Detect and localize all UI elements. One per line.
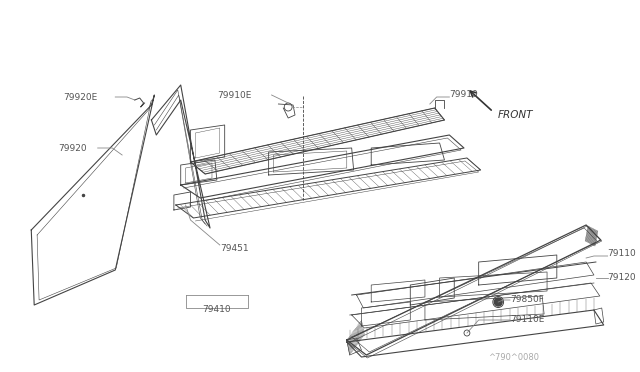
Text: ^790^0080: ^790^0080 [488, 353, 540, 362]
Text: 79120: 79120 [607, 273, 636, 282]
Text: 79910E: 79910E [217, 90, 252, 99]
Text: 79451: 79451 [220, 244, 248, 253]
Text: 79110: 79110 [607, 248, 636, 257]
Circle shape [494, 298, 502, 306]
Text: 79920E: 79920E [63, 93, 98, 102]
Text: 79920: 79920 [59, 144, 87, 153]
Text: 79850F: 79850F [510, 295, 544, 305]
Text: 79110E: 79110E [510, 315, 544, 324]
Text: FRONT: FRONT [498, 110, 534, 120]
Text: 79410: 79410 [202, 305, 231, 314]
Text: 79910: 79910 [449, 90, 478, 99]
